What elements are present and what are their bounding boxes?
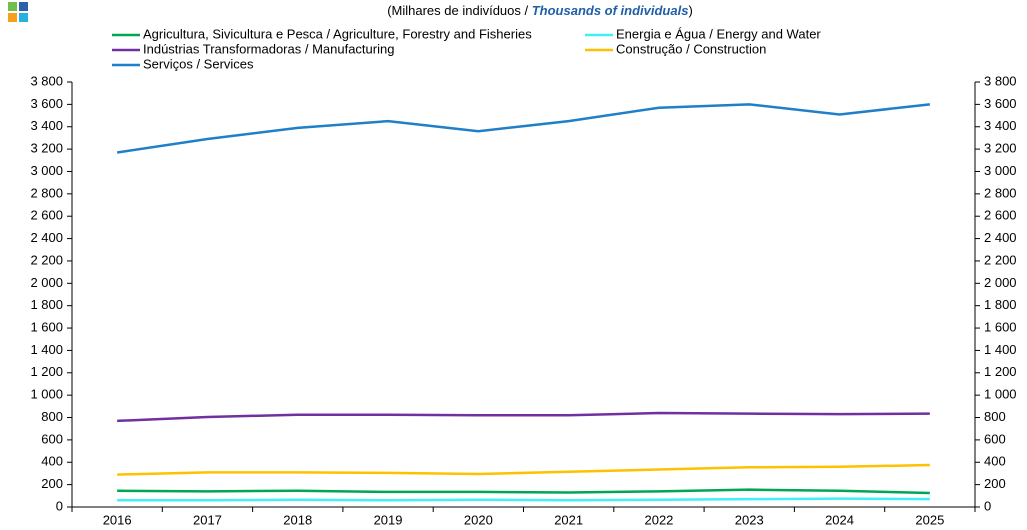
- y2-tick-label: 2 800: [984, 185, 1017, 200]
- x-tick-label: 2023: [735, 512, 764, 527]
- y-tick-label: 400: [41, 454, 63, 469]
- y-tick-label: 0: [56, 498, 63, 513]
- y-tick-label: 600: [41, 431, 63, 446]
- y2-tick-label: 1 200: [984, 364, 1017, 379]
- y2-tick-label: 3 400: [984, 118, 1017, 133]
- legend-label: Indústrias Transformadoras / Manufacturi…: [143, 41, 394, 56]
- subtitle: (Milhares de indivíduos / Thousands of i…: [387, 3, 693, 18]
- series-line: [117, 463, 930, 476]
- y-tick-label: 2 200: [30, 252, 63, 267]
- y2-tick-label: 2 400: [984, 230, 1017, 245]
- y-tick-label: 3 000: [30, 163, 63, 178]
- series-line: [117, 411, 930, 423]
- y2-tick-label: 0: [984, 498, 991, 513]
- y-tick-label: 3 800: [30, 73, 63, 88]
- legend-label: Construção / Construction: [616, 41, 766, 56]
- y-tick-label: 800: [41, 409, 63, 424]
- subtitle-en: Thousands of individuals: [532, 3, 689, 18]
- x-tick-label: 2019: [374, 512, 403, 527]
- y-tick-label: 3 400: [30, 118, 63, 133]
- series-line: [116, 103, 930, 154]
- x-tick-label: 2017: [193, 512, 222, 527]
- y2-tick-label: 3 600: [984, 96, 1017, 111]
- y2-tick-label: 1 800: [984, 297, 1017, 312]
- y-tick-label: 1 400: [30, 342, 63, 357]
- y2-tick-label: 2 600: [984, 208, 1017, 223]
- y-tick-label: 1 000: [30, 387, 63, 402]
- x-tick-label: 2021: [554, 512, 583, 527]
- series-line: [117, 488, 930, 495]
- y-tick-label: 2 400: [30, 230, 63, 245]
- x-tick-label: 2020: [464, 512, 493, 527]
- y-tick-label: 3 600: [30, 96, 63, 111]
- y2-tick-label: 1 400: [984, 342, 1017, 357]
- legend-label: Agricultura, Sivicultura e Pesca / Agric…: [143, 26, 532, 41]
- y-tick-label: 1 200: [30, 364, 63, 379]
- y-tick-label: 2 600: [30, 208, 63, 223]
- y2-tick-label: 3 800: [984, 73, 1017, 88]
- legend-label: Energia e Água / Energy and Water: [616, 26, 821, 41]
- y2-tick-label: 3 200: [984, 141, 1017, 156]
- y-tick-label: 1 600: [30, 319, 63, 334]
- y2-tick-label: 800: [984, 409, 1006, 424]
- x-tick-label: 2025: [915, 512, 944, 527]
- y-tick-label: 3 200: [30, 141, 63, 156]
- x-tick-label: 2024: [825, 512, 854, 527]
- x-tick-label: 2018: [283, 512, 312, 527]
- x-tick-label: 2016: [103, 512, 132, 527]
- y2-tick-label: 400: [984, 454, 1006, 469]
- y2-tick-label: 1 000: [984, 387, 1017, 402]
- y-tick-label: 2 000: [30, 275, 63, 290]
- y2-tick-label: 1 600: [984, 319, 1017, 334]
- y2-tick-label: 3 000: [984, 163, 1017, 178]
- y2-tick-label: 200: [984, 476, 1006, 491]
- series-line: [117, 497, 930, 502]
- y2-tick-label: 2 200: [984, 252, 1017, 267]
- subtitle-pt: (Milhares de indivíduos /: [387, 3, 532, 18]
- x-tick-label: 2022: [644, 512, 673, 527]
- subtitle-close: ): [688, 3, 692, 18]
- y2-tick-label: 600: [984, 431, 1006, 446]
- logo: [8, 2, 28, 22]
- y2-tick-label: 2 000: [984, 275, 1017, 290]
- y-tick-label: 1 800: [30, 297, 63, 312]
- y-tick-label: 2 800: [30, 185, 63, 200]
- legend-label: Serviços / Services: [143, 56, 254, 71]
- y-tick-label: 200: [41, 476, 63, 491]
